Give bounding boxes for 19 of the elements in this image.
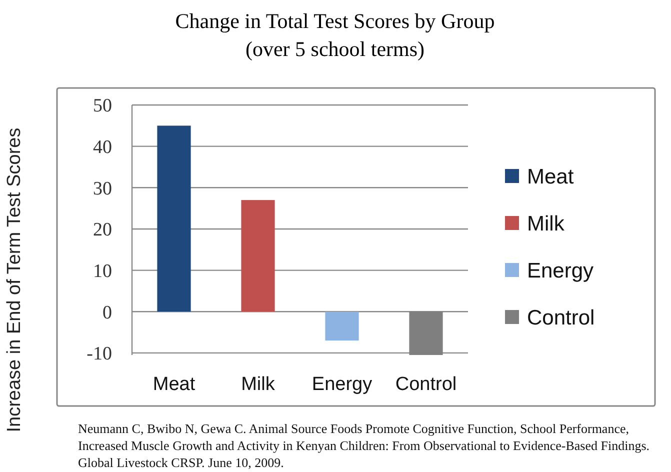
y-tick-label: 30 <box>93 178 112 200</box>
legend-label: Energy <box>527 259 594 282</box>
x-tick-label: Milk <box>241 374 276 395</box>
chart-subtitle: (over 5 school terms) <box>245 37 425 61</box>
y-tick-label: 0 <box>102 302 112 324</box>
y-tick-label: 50 <box>93 96 112 117</box>
x-tick-label: Energy <box>312 374 373 395</box>
y-tick-label: 40 <box>93 136 112 158</box>
y-tick-label: 10 <box>93 260 112 282</box>
x-tick-label: Meat <box>152 374 196 395</box>
legend-label: Control <box>527 306 595 330</box>
legend-label: Milk <box>527 212 565 236</box>
y-tick-label: 20 <box>93 220 112 241</box>
legend-label: Meat <box>527 165 574 188</box>
x-tick-label: Control <box>395 374 457 395</box>
text: Neumann C, Bwibo N, Gewa C. Animal Source Foods Promote Cognitive Function, School Performance, Increased Muscle Growth and Activity in Kenyan Children: From Observational to Evidence-Based Findings. Global Livestock CRSP. June 10, 2009. <box>78 421 650 470</box>
y-axis-title: Increase in End of Term Test Scores <box>4 128 25 432</box>
y-tick-label: -10 <box>86 344 112 365</box>
chart-title: Change in Total Test Scores by Group <box>175 9 495 33</box>
